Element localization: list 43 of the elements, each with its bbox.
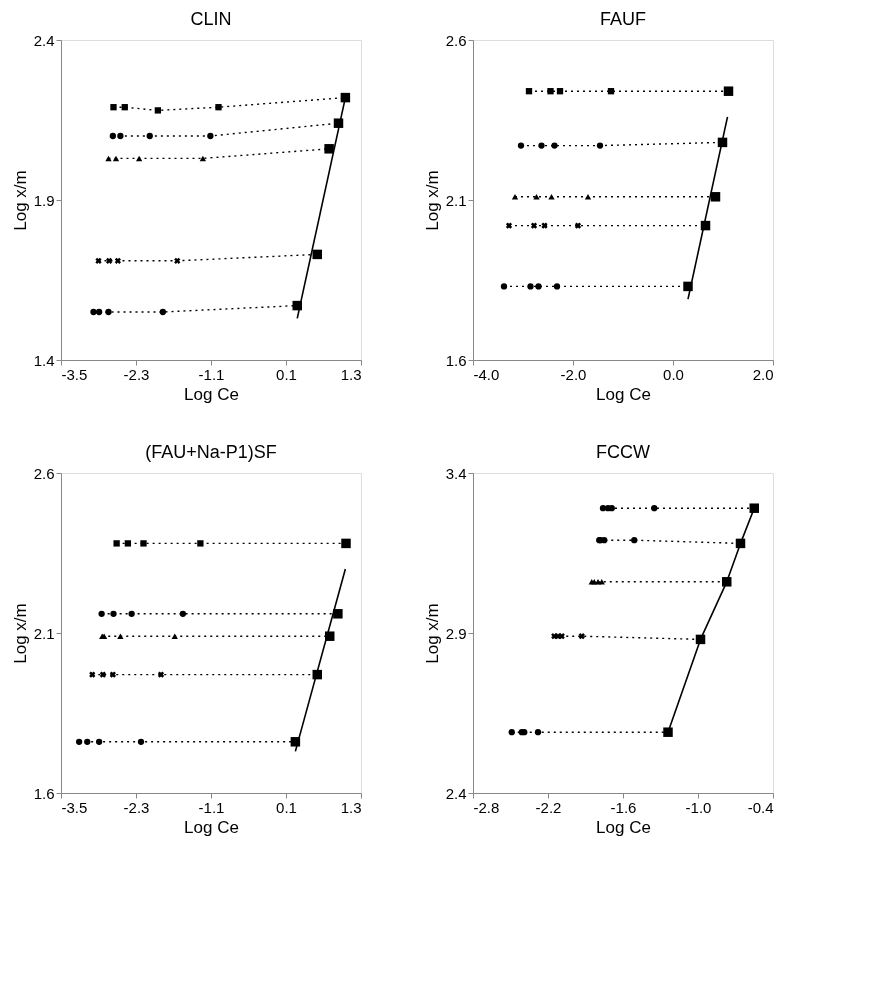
y-tick-label: 3.4: [445, 464, 467, 482]
y-tick-label: 2.6: [33, 464, 55, 482]
chart-title: (FAU+Na-P1)SF: [145, 442, 277, 462]
x-tick-label: -0.4: [747, 798, 774, 816]
x-tick-label: -1.6: [610, 798, 637, 816]
x-tick-label: -2.3: [123, 798, 150, 816]
y-tick-label: 2.9: [445, 624, 467, 642]
x-axis-title: Log Ce: [596, 384, 651, 404]
y-axis-title: Log x/m: [422, 170, 442, 231]
y-tick-label: 2.4: [33, 31, 55, 49]
x-tick-label: -3.5: [61, 365, 88, 383]
x-tick-label: 0.1: [276, 365, 297, 383]
x-tick-label: -4.0: [473, 365, 500, 383]
x-tick-label: -2.2: [535, 798, 562, 816]
y-tick-label: 2.4: [445, 784, 467, 802]
x-tick-label: -3.5: [61, 798, 88, 816]
chart-title: FAUF: [599, 9, 647, 29]
y-tick-label: 2.1: [33, 624, 55, 642]
y-axis-title: Log x/m: [422, 603, 442, 664]
y-tick-label: 1.6: [445, 351, 467, 369]
x-tick-label: 1.3: [340, 365, 362, 383]
y-tick-label: 1.6: [33, 784, 55, 802]
x-tick-label: 1.3: [340, 798, 362, 816]
chart-title: CLIN: [190, 9, 232, 29]
y-axis-title: Log x/m: [10, 603, 30, 664]
y-axis-title: Log x/m: [10, 170, 30, 231]
x-tick-label: 0.0: [663, 365, 684, 383]
x-axis-title: Log Ce: [184, 384, 239, 404]
y-tick-label: 2.6: [445, 31, 467, 49]
x-axis-title: Log Ce: [596, 817, 651, 837]
x-axis-title: Log Ce: [184, 817, 239, 837]
y-tick-label: 1.4: [33, 351, 55, 369]
x-tick-label: 2.0: [752, 365, 774, 383]
x-tick-label: -2.0: [560, 365, 587, 383]
x-tick-label: -2.8: [473, 798, 500, 816]
x-tick-label: -1.1: [198, 798, 225, 816]
y-tick-label: 1.9: [33, 191, 55, 209]
x-tick-label: -1.1: [198, 365, 225, 383]
x-tick-label: -2.3: [123, 365, 150, 383]
x-tick-label: 0.1: [276, 798, 297, 816]
x-tick-label: -1.0: [685, 798, 712, 816]
y-tick-label: 2.1: [445, 191, 467, 209]
chart-title: FCCW: [596, 442, 650, 462]
